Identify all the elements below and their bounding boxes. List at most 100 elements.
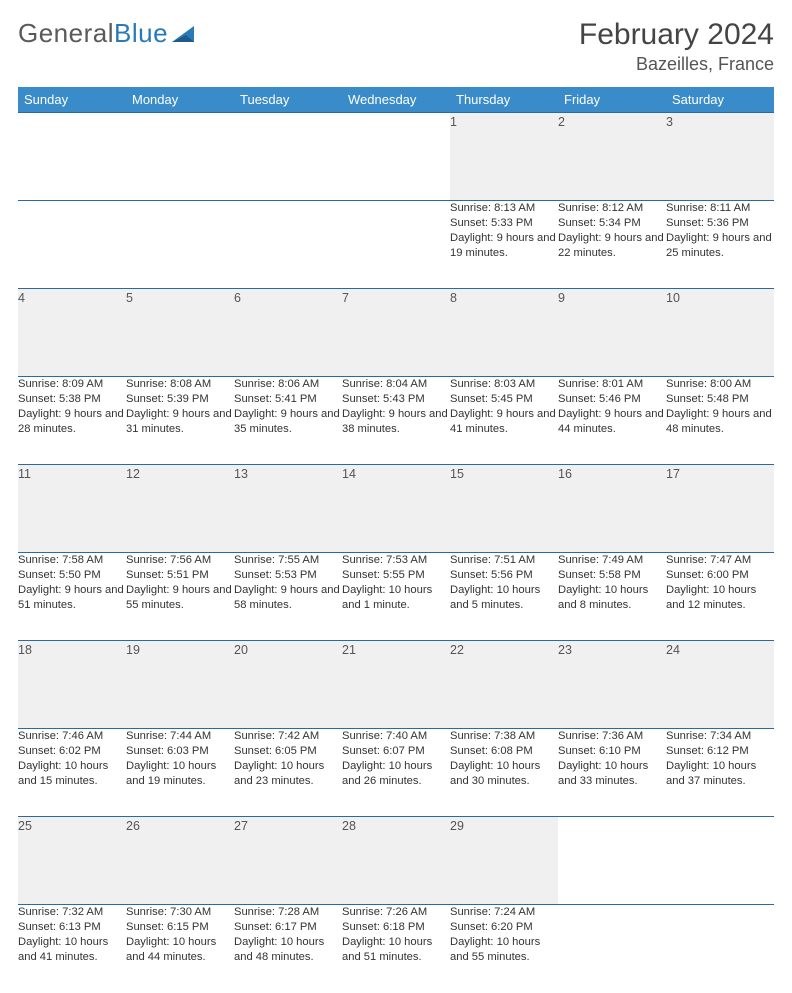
day-info: Sunrise: 8:13 AMSunset: 5:33 PMDaylight:… <box>450 201 558 261</box>
calendar: SundayMondayTuesdayWednesdayThursdayFrid… <box>18 87 774 993</box>
day-info: Sunrise: 7:46 AMSunset: 6:02 PMDaylight:… <box>18 729 126 789</box>
day-number: 4 <box>18 291 25 305</box>
day-number: 8 <box>450 291 457 305</box>
day-info-cell: Sunrise: 8:00 AMSunset: 5:48 PMDaylight:… <box>666 377 774 465</box>
day-header: Tuesday <box>234 87 342 113</box>
day-number: 5 <box>126 291 133 305</box>
day-number-cell <box>666 817 774 905</box>
day-info-cell <box>558 905 666 993</box>
day-number-cell: 4 <box>18 289 126 377</box>
day-info-cell: Sunrise: 8:01 AMSunset: 5:46 PMDaylight:… <box>558 377 666 465</box>
day-header: Saturday <box>666 87 774 113</box>
day-info-cell: Sunrise: 7:56 AMSunset: 5:51 PMDaylight:… <box>126 553 234 641</box>
week-info-row: Sunrise: 8:09 AMSunset: 5:38 PMDaylight:… <box>18 377 774 465</box>
title-block: February 2024 Bazeilles, France <box>579 18 774 75</box>
day-info: Sunrise: 7:58 AMSunset: 5:50 PMDaylight:… <box>18 553 126 613</box>
day-number: 13 <box>234 467 248 481</box>
day-number-cell: 22 <box>450 641 558 729</box>
week-info-row: Sunrise: 7:58 AMSunset: 5:50 PMDaylight:… <box>18 553 774 641</box>
day-number-cell: 6 <box>234 289 342 377</box>
day-info-cell: Sunrise: 7:26 AMSunset: 6:18 PMDaylight:… <box>342 905 450 993</box>
day-info-cell: Sunrise: 7:46 AMSunset: 6:02 PMDaylight:… <box>18 729 126 817</box>
day-number-cell: 12 <box>126 465 234 553</box>
day-header: Thursday <box>450 87 558 113</box>
day-info: Sunrise: 7:56 AMSunset: 5:51 PMDaylight:… <box>126 553 234 613</box>
day-info: Sunrise: 7:32 AMSunset: 6:13 PMDaylight:… <box>18 905 126 965</box>
location: Bazeilles, France <box>579 54 774 75</box>
day-number-cell: 24 <box>666 641 774 729</box>
day-number: 15 <box>450 467 464 481</box>
day-info: Sunrise: 7:55 AMSunset: 5:53 PMDaylight:… <box>234 553 342 613</box>
week-info-row: Sunrise: 8:13 AMSunset: 5:33 PMDaylight:… <box>18 201 774 289</box>
calendar-body: 123 Sunrise: 8:13 AMSunset: 5:33 PMDayli… <box>18 113 774 993</box>
week-info-row: Sunrise: 7:46 AMSunset: 6:02 PMDaylight:… <box>18 729 774 817</box>
day-info-cell: Sunrise: 7:55 AMSunset: 5:53 PMDaylight:… <box>234 553 342 641</box>
day-info: Sunrise: 8:03 AMSunset: 5:45 PMDaylight:… <box>450 377 558 437</box>
day-info-cell: Sunrise: 7:40 AMSunset: 6:07 PMDaylight:… <box>342 729 450 817</box>
day-number: 11 <box>18 467 31 481</box>
day-number-cell: 25 <box>18 817 126 905</box>
day-info-cell: Sunrise: 7:28 AMSunset: 6:17 PMDaylight:… <box>234 905 342 993</box>
day-info: Sunrise: 7:44 AMSunset: 6:03 PMDaylight:… <box>126 729 234 789</box>
day-number-cell: 17 <box>666 465 774 553</box>
day-info: Sunrise: 8:11 AMSunset: 5:36 PMDaylight:… <box>666 201 774 261</box>
day-info-cell: Sunrise: 7:32 AMSunset: 6:13 PMDaylight:… <box>18 905 126 993</box>
day-number: 17 <box>666 467 680 481</box>
day-info-cell <box>342 201 450 289</box>
week-daynum-row: 123 <box>18 113 774 201</box>
logo-text-2: Blue <box>114 18 168 49</box>
day-number-cell: 29 <box>450 817 558 905</box>
day-info-cell: Sunrise: 8:09 AMSunset: 5:38 PMDaylight:… <box>18 377 126 465</box>
day-info-cell: Sunrise: 8:06 AMSunset: 5:41 PMDaylight:… <box>234 377 342 465</box>
day-info-cell: Sunrise: 7:30 AMSunset: 6:15 PMDaylight:… <box>126 905 234 993</box>
day-number-cell <box>342 113 450 201</box>
day-number: 28 <box>342 819 356 833</box>
day-info: Sunrise: 8:08 AMSunset: 5:39 PMDaylight:… <box>126 377 234 437</box>
day-info-cell: Sunrise: 7:34 AMSunset: 6:12 PMDaylight:… <box>666 729 774 817</box>
day-info: Sunrise: 8:00 AMSunset: 5:48 PMDaylight:… <box>666 377 774 437</box>
day-info-cell <box>666 905 774 993</box>
day-info: Sunrise: 7:38 AMSunset: 6:08 PMDaylight:… <box>450 729 558 789</box>
day-number-cell: 3 <box>666 113 774 201</box>
day-number-cell: 20 <box>234 641 342 729</box>
day-info-cell <box>126 201 234 289</box>
day-info: Sunrise: 7:42 AMSunset: 6:05 PMDaylight:… <box>234 729 342 789</box>
day-info: Sunrise: 7:47 AMSunset: 6:00 PMDaylight:… <box>666 553 774 613</box>
day-header: Sunday <box>18 87 126 113</box>
day-info-cell: Sunrise: 7:24 AMSunset: 6:20 PMDaylight:… <box>450 905 558 993</box>
day-info: Sunrise: 7:28 AMSunset: 6:17 PMDaylight:… <box>234 905 342 965</box>
day-number: 18 <box>18 643 32 657</box>
page-title: February 2024 <box>579 18 774 52</box>
day-number-cell <box>558 817 666 905</box>
day-number: 12 <box>126 467 140 481</box>
day-number: 23 <box>558 643 572 657</box>
day-number-cell <box>126 113 234 201</box>
day-info-cell: Sunrise: 7:58 AMSunset: 5:50 PMDaylight:… <box>18 553 126 641</box>
day-info-cell: Sunrise: 7:51 AMSunset: 5:56 PMDaylight:… <box>450 553 558 641</box>
day-info-cell: Sunrise: 7:36 AMSunset: 6:10 PMDaylight:… <box>558 729 666 817</box>
day-info-cell: Sunrise: 8:08 AMSunset: 5:39 PMDaylight:… <box>126 377 234 465</box>
day-number-cell: 19 <box>126 641 234 729</box>
day-header: Wednesday <box>342 87 450 113</box>
day-number-cell: 7 <box>342 289 450 377</box>
day-number-cell: 11 <box>18 465 126 553</box>
day-info: Sunrise: 8:09 AMSunset: 5:38 PMDaylight:… <box>18 377 126 437</box>
header: GeneralBlue February 2024 Bazeilles, Fra… <box>18 18 774 75</box>
day-info: Sunrise: 7:40 AMSunset: 6:07 PMDaylight:… <box>342 729 450 789</box>
logo-triangle-icon <box>172 24 198 44</box>
day-info: Sunrise: 7:24 AMSunset: 6:20 PMDaylight:… <box>450 905 558 965</box>
day-number-cell: 14 <box>342 465 450 553</box>
day-info: Sunrise: 7:34 AMSunset: 6:12 PMDaylight:… <box>666 729 774 789</box>
day-info: Sunrise: 8:12 AMSunset: 5:34 PMDaylight:… <box>558 201 666 261</box>
day-number-cell: 9 <box>558 289 666 377</box>
day-number: 27 <box>234 819 248 833</box>
day-number: 9 <box>558 291 565 305</box>
week-daynum-row: 18 19202122 23 24 <box>18 641 774 729</box>
day-number: 22 <box>450 643 464 657</box>
day-info-cell <box>234 201 342 289</box>
day-info-cell: Sunrise: 7:38 AMSunset: 6:08 PMDaylight:… <box>450 729 558 817</box>
day-info-cell: Sunrise: 8:03 AMSunset: 5:45 PMDaylight:… <box>450 377 558 465</box>
day-number-cell: 21 <box>342 641 450 729</box>
logo: GeneralBlue <box>18 18 198 49</box>
day-number: 10 <box>666 291 680 305</box>
